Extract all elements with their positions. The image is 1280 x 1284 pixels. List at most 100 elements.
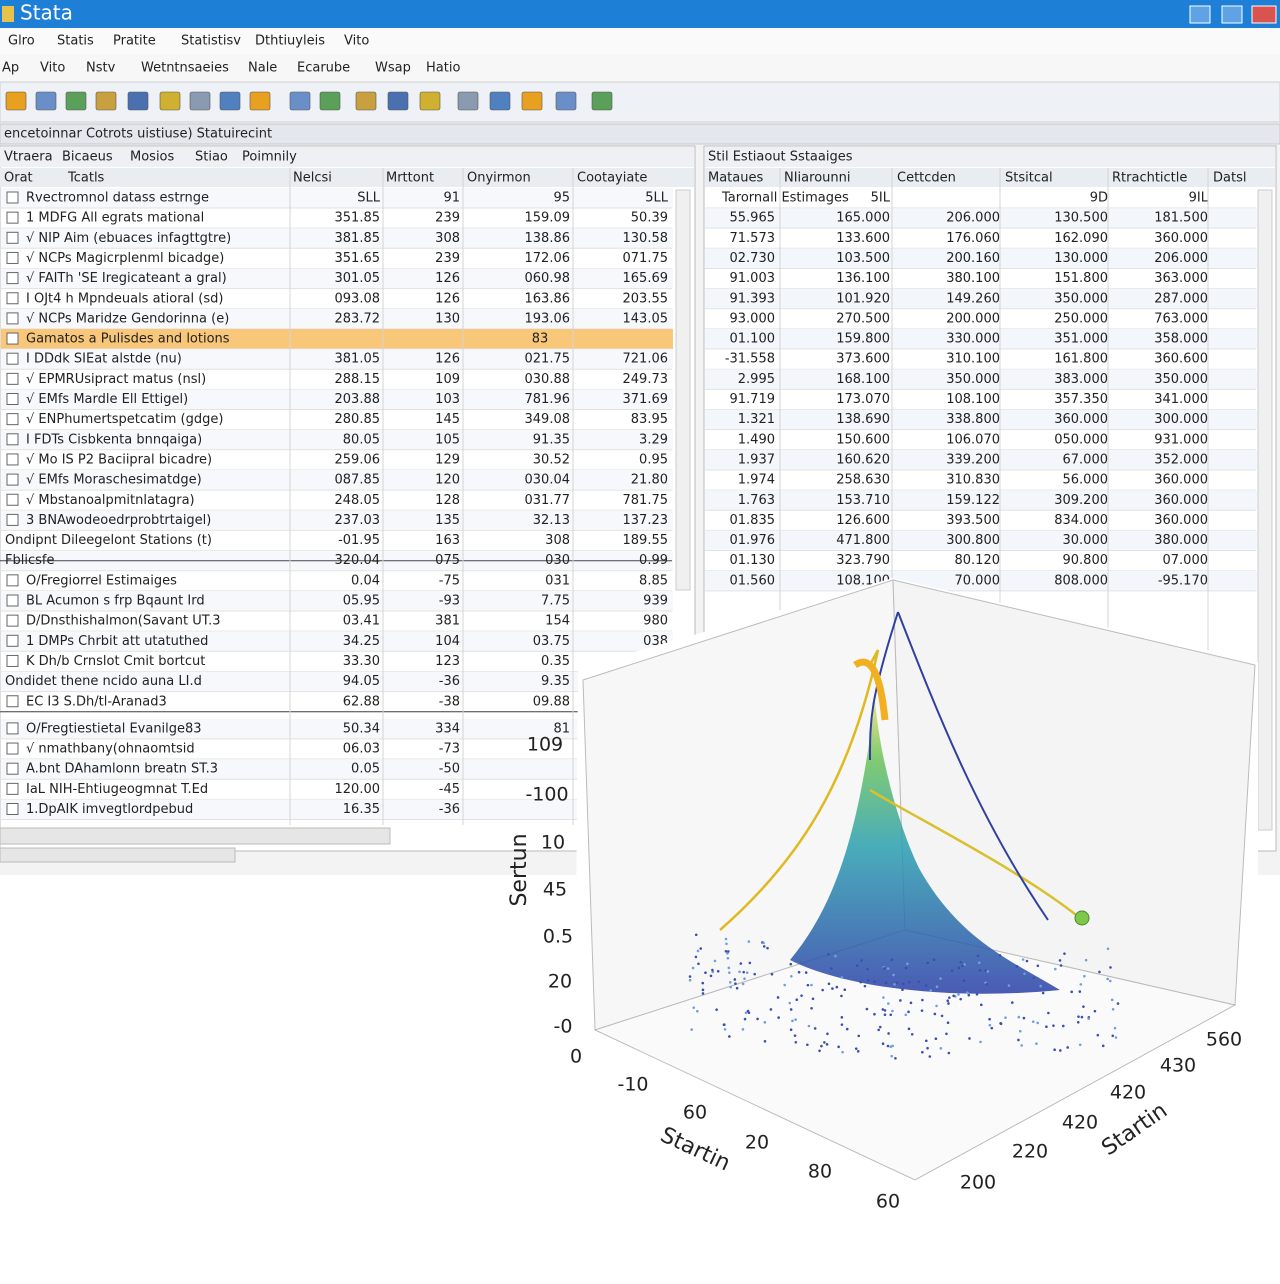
menu-item[interactable]: Hatio (426, 61, 460, 76)
checkbox[interactable] (6, 634, 19, 647)
checkbox[interactable] (6, 372, 19, 385)
maximize[interactable] (1221, 5, 1243, 24)
tab[interactable]: Vtraera (4, 150, 53, 165)
toolbar-button[interactable] (5, 91, 27, 111)
checkbox[interactable] (6, 513, 19, 526)
menu-item[interactable]: Glro (8, 34, 35, 49)
toolbar-button[interactable] (35, 91, 57, 111)
cell: 30.52 (533, 452, 570, 467)
toolbar-button[interactable] (249, 91, 271, 111)
checkbox[interactable] (6, 211, 19, 224)
menu-item[interactable]: Vito (40, 61, 65, 76)
menu-item[interactable]: Statistisv (181, 34, 241, 49)
toolbar-button[interactable] (521, 91, 543, 111)
menu-item[interactable]: Ap (2, 61, 19, 76)
column-header[interactable]: Mrttont (386, 171, 434, 186)
column-header[interactable]: NIiarounni (784, 171, 850, 186)
checkbox[interactable] (6, 742, 19, 755)
checkbox[interactable] (6, 352, 19, 365)
menu-item[interactable]: Vito (344, 34, 369, 49)
checkbox[interactable] (6, 493, 19, 506)
column-header[interactable]: Orat (4, 171, 33, 186)
toolbar-button[interactable] (457, 91, 479, 111)
tab[interactable]: Poimnily (242, 150, 297, 165)
scatter-dot (789, 1028, 793, 1032)
column-header[interactable]: Nelcsi (293, 171, 332, 186)
menu-item[interactable]: Ecarube (297, 61, 350, 76)
checkbox[interactable] (6, 231, 19, 244)
cell: 172.06 (525, 251, 571, 266)
checkbox[interactable] (6, 312, 19, 325)
panel-header-text: encetoinnar Cotrots uistiuse) Statuireci… (4, 127, 272, 142)
checkbox[interactable] (6, 574, 19, 587)
checkbox[interactable] (6, 453, 19, 466)
minimize[interactable] (1189, 5, 1211, 24)
tab[interactable]: Stiao (195, 150, 228, 165)
cell: 310.100 (946, 352, 1000, 367)
column-header[interactable]: Onyirmon (467, 171, 531, 186)
checkbox[interactable] (6, 695, 19, 708)
checkbox[interactable] (6, 251, 19, 264)
scatter-dot (724, 937, 728, 941)
tab[interactable]: Mosios (130, 150, 175, 165)
checkbox[interactable] (6, 803, 19, 815)
toolbar-button[interactable] (289, 91, 311, 111)
checkbox[interactable] (6, 292, 19, 305)
checkbox[interactable] (6, 272, 19, 285)
checkbox[interactable] (6, 413, 19, 426)
column-header[interactable]: Tcatls (67, 171, 105, 186)
left-scrollbar[interactable] (675, 189, 691, 591)
toolbar-button[interactable] (555, 91, 577, 111)
toolbar-button[interactable] (591, 91, 613, 111)
menu-item[interactable]: Pratite (113, 34, 156, 49)
close[interactable] (1251, 5, 1277, 24)
cell: 3.29 (639, 432, 668, 447)
scatter-dot (813, 1027, 817, 1030)
toolbar-button[interactable] (355, 91, 377, 111)
checkbox[interactable] (6, 332, 19, 345)
checkbox[interactable] (6, 762, 19, 775)
toolbar-button[interactable] (387, 91, 409, 111)
toolbar-button[interactable] (95, 91, 117, 111)
column-header[interactable]: Cootayiate (577, 171, 647, 186)
column-header[interactable]: Datsl (1213, 171, 1246, 186)
column-header[interactable]: Cettcden (897, 171, 956, 186)
scatter-dot (1054, 967, 1057, 971)
checkbox[interactable] (6, 473, 19, 486)
scatter-dot (887, 1002, 890, 1005)
menu-item[interactable]: Statis (57, 34, 94, 49)
toolbar-button[interactable] (189, 91, 211, 111)
toolbar-button[interactable] (489, 91, 511, 111)
menu-item[interactable]: Wetntnsaeies (141, 61, 229, 76)
checkbox[interactable] (6, 191, 19, 204)
scatter-dot (827, 982, 831, 986)
menu-item[interactable]: Nstv (86, 61, 116, 76)
checkbox[interactable] (6, 433, 19, 446)
checkbox[interactable] (6, 393, 19, 405)
z-tick-label: 10 (541, 832, 565, 854)
checkbox[interactable] (6, 614, 19, 627)
menu-item[interactable]: Nale (248, 61, 277, 76)
toolbar-button[interactable] (219, 91, 241, 111)
cell: 133.600 (836, 231, 890, 246)
cell: 239 (435, 211, 460, 226)
column-header[interactable]: Stsitcal (1005, 171, 1053, 186)
right-scrollbar[interactable] (1257, 189, 1273, 831)
toolbar-button[interactable] (65, 91, 87, 111)
checkbox[interactable] (6, 782, 19, 795)
column-header[interactable]: Rtrachtictle (1112, 171, 1187, 186)
scatter-dot (697, 962, 700, 966)
column-header[interactable]: Mataues (708, 171, 763, 186)
tab[interactable]: Bicaeus (62, 150, 113, 165)
toolbar-button[interactable] (419, 91, 441, 111)
toolbar-button[interactable] (159, 91, 181, 111)
toolbar-button[interactable] (319, 91, 341, 111)
menu-item[interactable]: Dthtiuyleis (255, 34, 325, 49)
h-scrollbar[interactable] (0, 827, 391, 845)
checkbox[interactable] (6, 594, 19, 607)
checkbox[interactable] (6, 654, 19, 667)
menu-item[interactable]: Wsap (375, 61, 411, 76)
checkbox[interactable] (6, 722, 19, 735)
cell: 07.000 (1163, 553, 1209, 568)
toolbar-button[interactable] (127, 91, 149, 111)
